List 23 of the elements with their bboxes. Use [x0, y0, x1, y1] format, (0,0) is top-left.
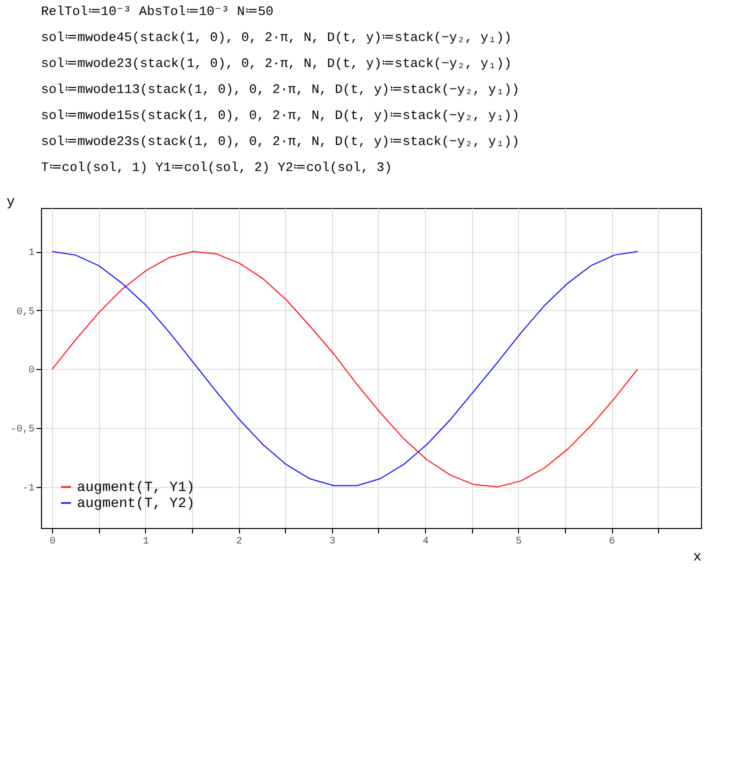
- y-tick-label: -0,5: [10, 424, 34, 436]
- y-tick-label: 0,5: [16, 306, 34, 318]
- x-tick-label: 1: [142, 536, 149, 548]
- x-tick-label: 6: [609, 536, 616, 548]
- x-tick-label: 0: [50, 536, 56, 548]
- y-tick-label: 0: [28, 366, 34, 377]
- legend-label: augment(T, Y1): [77, 480, 195, 496]
- text: T≔col(sol, 1) Y1≔col(sol, 2) Y2≔col(sol, 3): [41, 160, 392, 175]
- y-tick-label: 1: [28, 248, 34, 260]
- x-tick-label: 4: [422, 536, 429, 548]
- x-tick-label: 2: [236, 536, 242, 548]
- text: sol≔mwode15s(stack(1, 0), 0, 2·π, N, D(t, y)≔stack(−y₂, y₁)): [41, 108, 520, 123]
- text: sol≔mwode23(stack(1, 0), 0, 2·π, N, D(t, y)≔stack(−y₂, y₁)): [41, 56, 512, 71]
- x-tick-label: 5: [516, 536, 522, 548]
- y-tick-label: -1: [22, 483, 34, 494]
- x-axis-title: x: [693, 550, 702, 566]
- text: sol≔mwode23s(stack(1, 0), 0, 2·π, N, D(t, y)≔stack(−y₂, y₁)): [41, 134, 520, 149]
- y-axis-title: y: [6, 194, 15, 210]
- text: sol≔mwode45(stack(1, 0), 0, 2·π, N, D(t, y)≔stack(−y₂, y₁)): [41, 30, 512, 45]
- legend-label: augment(T, Y2): [77, 496, 195, 512]
- text: RelTol≔10⁻³ AbsTol≔10⁻³ N≔50: [41, 4, 274, 19]
- x-tick-label: 3: [329, 536, 336, 548]
- text: sol≔mwode113(stack(1, 0), 0, 2·π, N, D(t, y)≔stack(−y₂, y₁)): [41, 82, 520, 97]
